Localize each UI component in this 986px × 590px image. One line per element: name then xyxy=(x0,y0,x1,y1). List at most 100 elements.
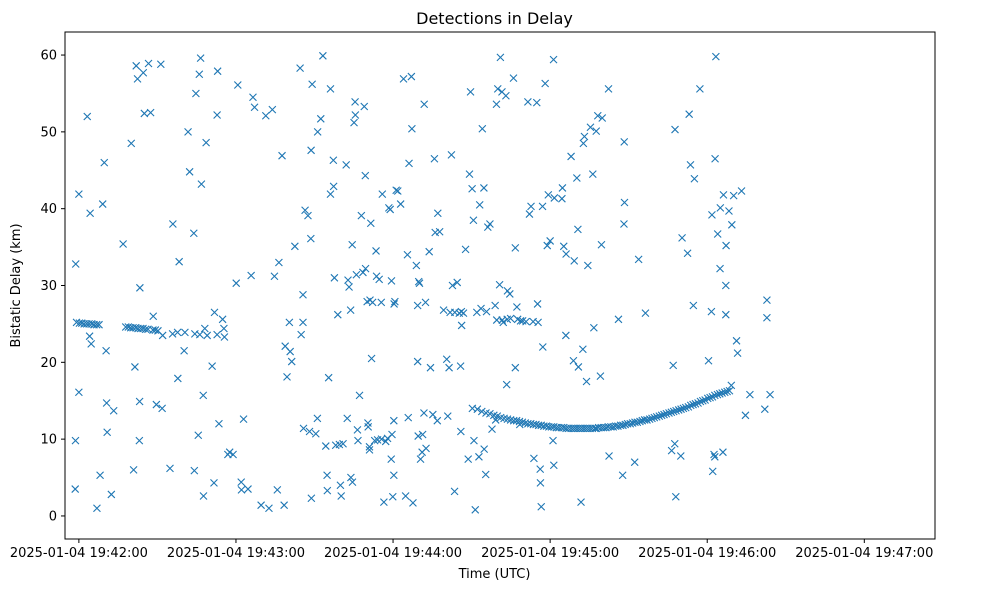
data-point xyxy=(670,439,679,448)
data-point xyxy=(96,471,104,480)
data-point xyxy=(336,481,345,490)
data-point xyxy=(515,417,524,426)
y-tick-label: 20 xyxy=(40,356,57,371)
data-point xyxy=(645,415,654,424)
data-point xyxy=(683,249,692,258)
data-point xyxy=(593,111,602,120)
data-point xyxy=(435,227,444,236)
data-point xyxy=(299,424,308,433)
data-point xyxy=(151,326,160,334)
data-point xyxy=(708,467,717,476)
data-point xyxy=(203,331,212,340)
data-point xyxy=(525,210,534,218)
data-point xyxy=(727,220,736,229)
data-point xyxy=(711,52,720,61)
data-point xyxy=(541,79,550,88)
data-point xyxy=(488,425,496,434)
data-point xyxy=(323,471,331,480)
data-point xyxy=(586,123,595,132)
data-point xyxy=(672,406,680,415)
data-point xyxy=(403,250,412,259)
data-point xyxy=(71,260,80,268)
data-point xyxy=(506,314,515,323)
data-point xyxy=(74,388,83,397)
data-point xyxy=(232,279,241,288)
data-point xyxy=(442,355,451,364)
data-point xyxy=(720,388,729,397)
data-point xyxy=(418,430,427,439)
y-tick-label: 10 xyxy=(40,433,57,448)
data-point xyxy=(582,377,591,386)
data-point xyxy=(388,492,397,501)
data-point xyxy=(652,412,661,421)
data-point xyxy=(189,229,198,238)
data-point xyxy=(549,461,558,470)
data-point xyxy=(213,67,222,76)
data-point xyxy=(102,346,110,355)
data-point xyxy=(468,184,477,193)
data-point xyxy=(502,91,510,100)
data-point xyxy=(480,445,489,454)
data-point xyxy=(636,417,644,426)
data-point xyxy=(389,416,398,425)
data-point xyxy=(445,363,453,372)
data-point xyxy=(530,454,538,463)
data-point xyxy=(71,485,80,493)
data-point xyxy=(326,84,335,93)
data-point xyxy=(727,381,736,390)
data-point xyxy=(718,389,727,397)
data-point xyxy=(347,473,355,482)
data-point xyxy=(549,436,557,445)
data-point xyxy=(470,436,478,445)
data-point xyxy=(725,386,734,395)
data-point xyxy=(387,277,396,285)
data-point xyxy=(392,186,401,195)
data-point xyxy=(393,187,402,195)
data-point xyxy=(139,68,148,77)
data-point xyxy=(131,363,139,371)
data-point xyxy=(210,308,219,317)
data-point xyxy=(173,374,182,383)
data-point xyxy=(662,409,671,418)
data-point xyxy=(141,325,150,334)
points-layer xyxy=(71,51,774,514)
data-point xyxy=(763,296,771,304)
data-point xyxy=(133,74,142,83)
data-point xyxy=(453,278,462,287)
data-point xyxy=(405,159,413,168)
data-point xyxy=(641,309,650,318)
data-point xyxy=(343,414,352,423)
data-point xyxy=(330,273,339,282)
data-point xyxy=(679,404,688,413)
data-point xyxy=(345,283,353,291)
data-point xyxy=(686,401,695,410)
data-point xyxy=(87,339,96,348)
data-point xyxy=(572,174,581,182)
data-point xyxy=(364,422,373,431)
y-tick-label: 50 xyxy=(40,125,57,140)
data-point xyxy=(361,264,370,273)
data-point xyxy=(456,427,465,436)
data-point xyxy=(480,184,488,192)
data-point xyxy=(534,318,542,327)
data-point xyxy=(412,261,421,270)
data-point xyxy=(353,426,362,434)
data-point xyxy=(265,504,273,513)
data-point xyxy=(457,321,466,330)
data-point xyxy=(337,492,346,500)
data-point xyxy=(522,317,530,326)
data-point xyxy=(296,64,304,72)
data-point xyxy=(275,258,283,267)
data-point xyxy=(184,127,192,136)
data-point xyxy=(339,439,347,448)
data-point xyxy=(308,80,317,89)
data-point xyxy=(491,301,500,310)
data-point xyxy=(386,205,395,214)
data-point xyxy=(387,455,396,463)
data-point xyxy=(746,390,754,399)
data-point xyxy=(570,257,579,265)
data-point xyxy=(283,373,291,381)
data-point xyxy=(696,84,704,93)
